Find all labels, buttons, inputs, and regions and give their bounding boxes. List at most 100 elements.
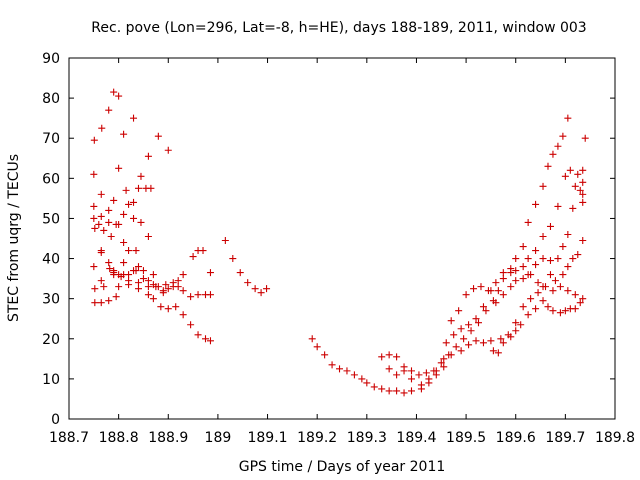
data-point	[494, 349, 502, 357]
data-point	[532, 247, 540, 255]
data-point	[554, 255, 562, 263]
data-point	[378, 385, 386, 393]
y-tick-label: 60	[42, 171, 60, 187]
data-point	[407, 375, 415, 383]
data-point	[120, 259, 128, 267]
data-point	[313, 343, 321, 351]
data-point	[179, 311, 187, 319]
data-point	[544, 303, 552, 311]
data-point	[107, 232, 115, 240]
data-point	[579, 166, 587, 174]
data-point	[489, 347, 497, 355]
data-point	[100, 226, 108, 234]
data-point	[120, 210, 128, 218]
data-point	[559, 243, 567, 251]
data-point	[105, 259, 113, 267]
data-point	[519, 243, 527, 251]
y-tick-label: 20	[42, 332, 60, 348]
data-point	[206, 269, 214, 277]
data-point	[532, 261, 540, 269]
data-point	[430, 367, 438, 375]
x-tick-label: 189.7	[545, 430, 585, 446]
y-tick-label: 50	[42, 211, 60, 227]
data-point	[579, 190, 587, 198]
data-point	[328, 361, 336, 369]
x-tick-label: 189.6	[496, 430, 536, 446]
data-point	[115, 164, 123, 172]
data-point	[358, 375, 366, 383]
data-point	[551, 277, 559, 285]
data-point	[363, 379, 371, 387]
data-point	[512, 277, 520, 285]
data-point	[579, 198, 587, 206]
data-point	[112, 293, 120, 301]
data-point	[519, 263, 527, 271]
data-point	[91, 285, 99, 293]
y-tick-label: 30	[42, 292, 60, 308]
data-point	[465, 321, 473, 329]
data-point	[134, 285, 142, 293]
data-point	[137, 218, 145, 226]
data-point	[132, 247, 140, 255]
data-point	[134, 184, 142, 192]
data-point	[564, 263, 572, 271]
data-point	[147, 184, 155, 192]
data-point	[549, 307, 557, 315]
data-point	[308, 335, 316, 343]
data-point	[554, 142, 562, 150]
data-point	[95, 220, 103, 228]
x-tick-label: 188.7	[49, 430, 89, 446]
data-point	[144, 283, 152, 291]
data-point	[546, 271, 554, 279]
data-point	[244, 279, 252, 287]
data-point	[549, 150, 557, 158]
data-point	[187, 293, 195, 301]
data-point	[499, 275, 507, 283]
data-point	[417, 381, 425, 389]
data-point	[450, 331, 458, 339]
data-point	[475, 319, 482, 327]
data-point	[221, 237, 229, 245]
data-point	[189, 253, 197, 261]
data-point	[507, 269, 515, 277]
data-point	[110, 88, 118, 96]
y-axis-title: STEC from uqrg / TECUs	[6, 154, 22, 322]
data-point	[445, 351, 453, 359]
data-point	[110, 196, 118, 204]
data-point	[134, 279, 142, 287]
data-point	[125, 281, 133, 289]
x-tick-label: 189	[205, 430, 232, 446]
data-point	[105, 218, 113, 226]
data-point	[472, 315, 480, 323]
data-point	[524, 255, 532, 263]
data-point	[91, 299, 99, 307]
x-tick-label: 188.9	[148, 430, 188, 446]
data-point	[457, 347, 465, 355]
data-point	[527, 271, 535, 279]
data-point	[564, 114, 572, 122]
data-point	[455, 307, 463, 315]
data-point	[105, 106, 113, 114]
data-point	[115, 220, 123, 228]
data-point	[574, 170, 582, 178]
data-point	[144, 277, 152, 285]
data-point	[569, 204, 577, 212]
data-point	[100, 283, 108, 291]
x-tick-label: 189.8	[595, 430, 635, 446]
chart-title: Rec. pove (Lon=296, Lat=-8, h=HE), days …	[91, 20, 586, 36]
data-point	[539, 283, 547, 291]
data-point	[110, 271, 118, 279]
y-tick-label: 40	[42, 252, 60, 268]
data-point	[90, 136, 98, 144]
data-point	[479, 303, 487, 311]
data-point	[477, 283, 485, 291]
data-point	[90, 202, 98, 210]
data-point	[194, 291, 202, 299]
data-point	[321, 351, 329, 359]
data-point	[534, 279, 542, 287]
data-point	[546, 222, 554, 230]
data-point	[457, 325, 465, 333]
data-point	[492, 299, 500, 307]
data-point	[97, 190, 105, 198]
data-point	[97, 299, 105, 307]
